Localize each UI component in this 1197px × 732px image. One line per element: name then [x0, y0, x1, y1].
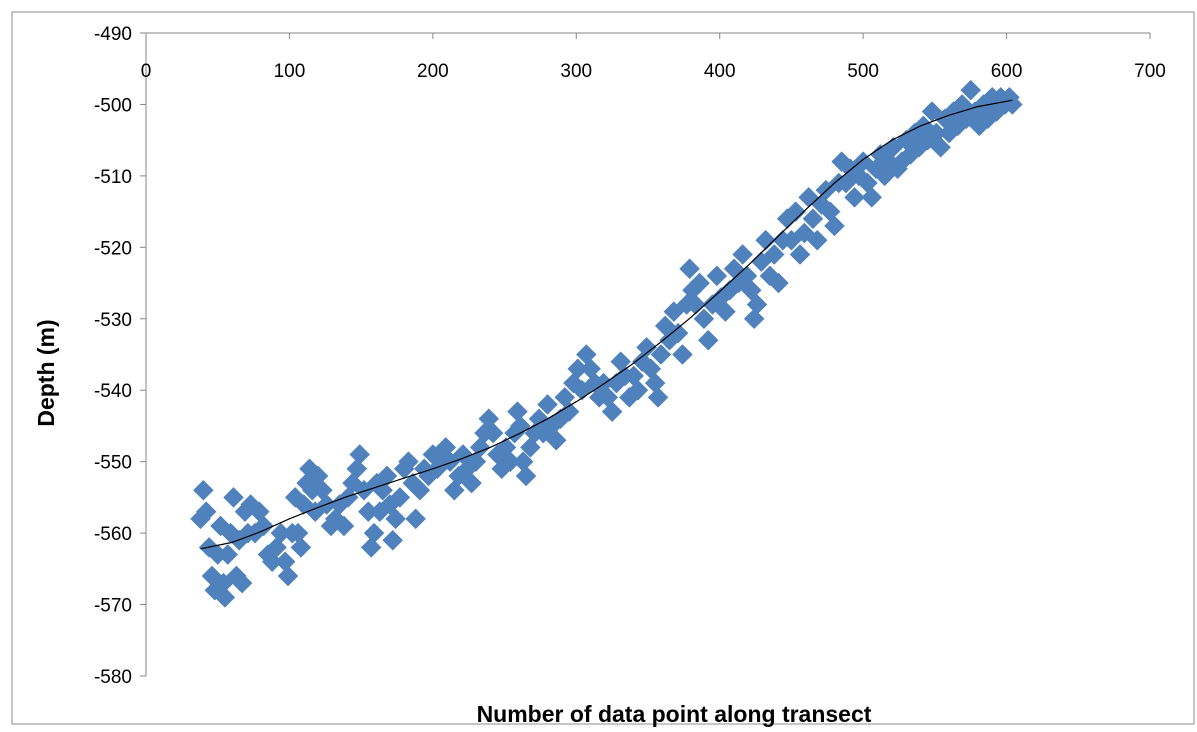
data-point: [385, 508, 406, 530]
x-axis: 0 100 200 300 400 500 600 700: [141, 32, 1166, 82]
y-tick-label: -490: [94, 24, 132, 45]
data-point: [715, 301, 736, 322]
data-point: [360, 537, 382, 558]
data-point: [469, 437, 491, 458]
x-axis-title: Number of data point along transect: [477, 701, 872, 727]
data-point: [755, 229, 776, 251]
y-tick-label: -530: [94, 310, 132, 331]
data-point: [636, 337, 657, 358]
data-point: [650, 344, 672, 365]
data-point: [537, 394, 558, 415]
data-point: [223, 487, 244, 508]
data-point: [461, 472, 482, 494]
data-point: [743, 308, 765, 330]
data-point: [960, 79, 982, 101]
data-point: [852, 151, 874, 172]
data-point: [667, 322, 689, 344]
x-tick-label: 300: [560, 61, 592, 82]
y-tick-label: -550: [94, 453, 132, 474]
data-point: [349, 444, 371, 465]
data-points: [190, 79, 1023, 608]
data-point: [844, 186, 865, 208]
data-point: [627, 379, 649, 401]
data-point: [824, 215, 845, 237]
data-point: [679, 258, 700, 280]
data-point: [746, 294, 768, 315]
data-point: [802, 208, 824, 230]
y-tick-label: -580: [94, 667, 132, 688]
y-axis-title: Depth (m): [33, 319, 59, 426]
data-point: [444, 479, 465, 501]
y-tick-label: -570: [94, 596, 132, 617]
data-point: [763, 244, 785, 265]
data-point: [545, 429, 567, 451]
data-point: [409, 479, 431, 501]
data-point: [376, 465, 398, 487]
data-point: [706, 265, 728, 287]
data-point: [831, 151, 852, 172]
x-tick-label: 700: [1134, 61, 1166, 82]
x-tick-label: 0: [141, 61, 152, 82]
data-point: [789, 244, 811, 265]
data-point: [193, 479, 214, 501]
data-point: [672, 344, 693, 365]
data-point: [324, 508, 346, 530]
data-point: [405, 508, 426, 530]
data-point: [806, 229, 828, 251]
data-point: [785, 201, 807, 222]
data-point: [398, 451, 419, 473]
x-tick-label: 400: [704, 61, 736, 82]
data-point: [333, 515, 355, 537]
data-point: [601, 401, 623, 423]
data-point: [363, 522, 385, 544]
data-point: [290, 537, 312, 558]
x-tick-label: 100: [274, 61, 306, 82]
data-point: [515, 465, 537, 487]
data-point: [284, 487, 306, 508]
x-tick-label: 600: [991, 61, 1023, 82]
data-point: [299, 458, 320, 480]
y-tick-label: -520: [94, 238, 132, 259]
data-point: [217, 544, 239, 565]
x-tick-label: 500: [847, 61, 879, 82]
data-point: [382, 529, 404, 551]
trendline: [200, 99, 1013, 550]
chart-frame: [11, 11, 1195, 725]
data-point: [861, 186, 883, 208]
x-tick-label: 200: [417, 61, 449, 82]
data-point: [930, 136, 951, 158]
data-point: [214, 587, 236, 608]
data-point: [732, 244, 754, 265]
data-point: [520, 437, 541, 458]
data-point: [195, 501, 217, 523]
data-point: [253, 515, 274, 537]
data-point: [482, 422, 504, 444]
y-axis: -490 -500 -510 -520 -530 -540 -550 -560 -570 -580: [94, 24, 147, 688]
data-point: [346, 458, 368, 480]
data-point: [689, 272, 710, 294]
data-point: [647, 387, 669, 408]
data-point: [768, 272, 789, 294]
data-point: [210, 515, 231, 537]
y-tick-label: -500: [94, 95, 132, 116]
y-tick-label: -510: [94, 167, 132, 188]
y-tick-label: -540: [94, 381, 132, 402]
data-point: [697, 329, 719, 351]
data-point: [558, 401, 580, 423]
y-tick-label: -560: [94, 524, 132, 545]
data-point: [231, 572, 253, 594]
data-point: [693, 308, 715, 330]
data-point: [389, 487, 411, 508]
data-point: [277, 565, 299, 587]
